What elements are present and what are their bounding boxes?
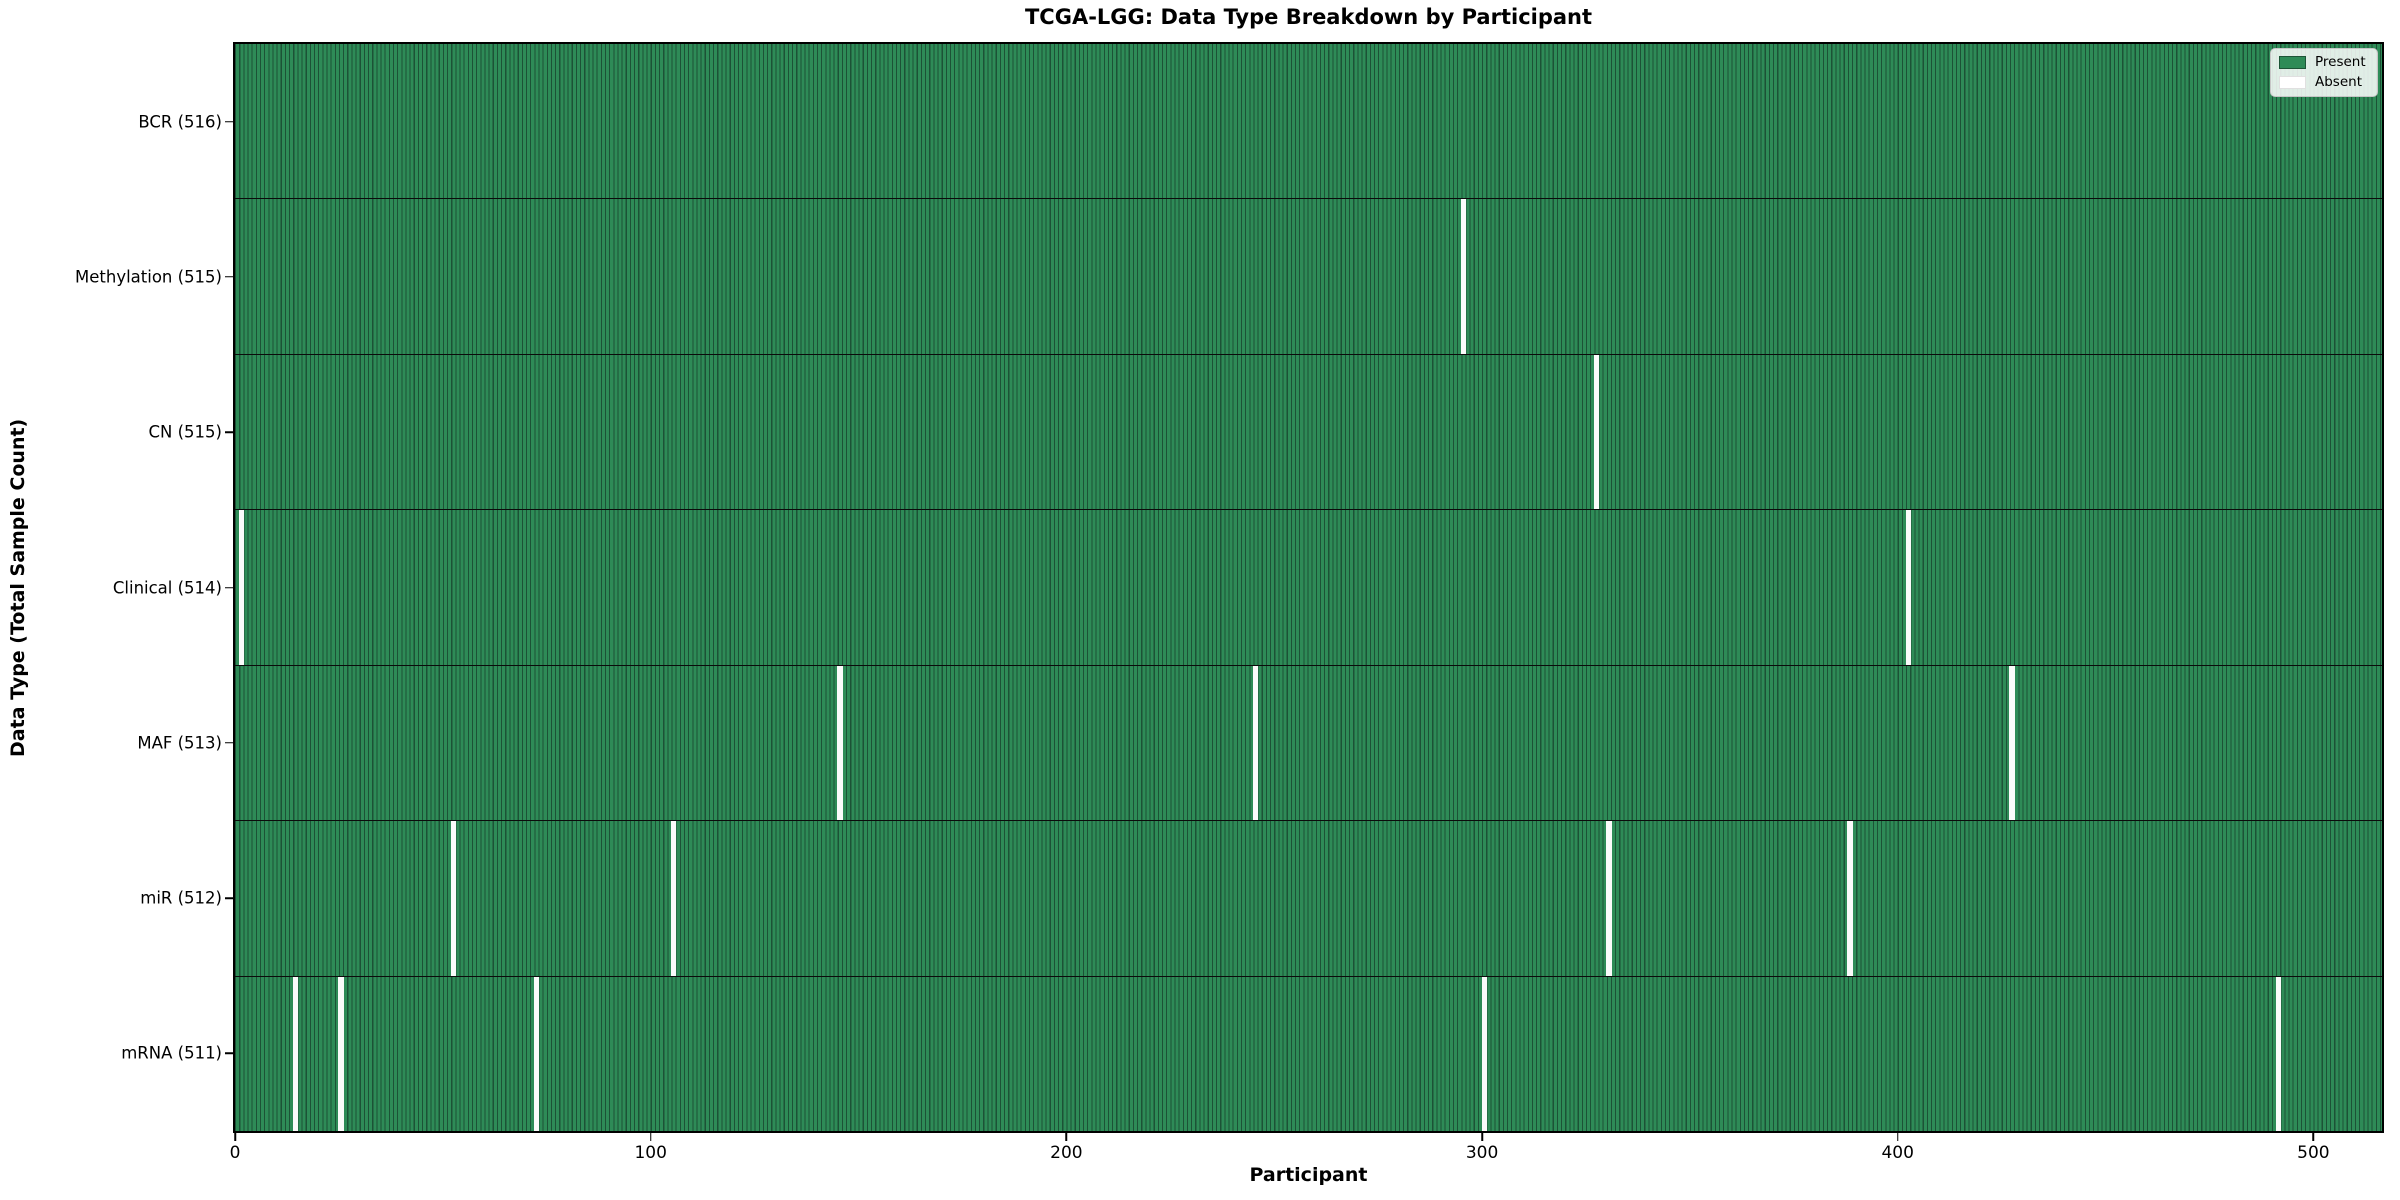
x-tick-label-100: 100 <box>634 1143 667 1163</box>
y-tick-label-BCR: BCR (516) <box>138 112 222 132</box>
x-tick-label-0: 0 <box>229 1143 241 1163</box>
x-tick-mark <box>2312 1133 2315 1141</box>
y-tick-label-mRNA: mRNA (511) <box>121 1043 222 1063</box>
heatmap-row-mRNA <box>235 976 2382 1131</box>
legend-label: Absent <box>2315 74 2362 90</box>
absent-gap-miR-330 <box>1606 821 1612 976</box>
x-tick-label-400: 400 <box>1881 1143 1914 1163</box>
y-tick-mark <box>225 742 233 744</box>
y-tick-mark <box>225 1052 233 1055</box>
absent-gap-mRNA-491 <box>2275 976 2281 1131</box>
absent-gap-mRNA-25 <box>338 976 344 1131</box>
legend-entry-present: Present <box>2279 54 2369 70</box>
x-tick-mark <box>649 1133 652 1141</box>
heatmap-row-MAF <box>235 665 2382 822</box>
heatmap-row-Clinical <box>235 510 2382 666</box>
y-tick-mark <box>225 586 233 589</box>
heatmap-row-CN <box>235 354 2382 511</box>
y-tick-mark <box>225 276 233 278</box>
heatmap-plot-area <box>233 42 2384 1133</box>
heatmap-row-Methylation <box>235 199 2382 355</box>
absent-swatch-icon <box>2279 76 2306 89</box>
x-tick-label-300: 300 <box>1465 1143 1499 1163</box>
heatmap-row-miR <box>235 821 2382 977</box>
chart-title: TCGA-LGG: Data Type Breakdown by Partici… <box>1024 5 1593 29</box>
absent-gap-MAF-427 <box>2009 665 2015 821</box>
absent-gap-mRNA-14 <box>292 976 299 1131</box>
y-tick-label-MAF: MAF (513) <box>137 733 222 753</box>
absent-gap-Methylation-295 <box>1460 199 1467 354</box>
present-swatch-icon <box>2279 56 2306 69</box>
x-tick-mark <box>1481 1133 1483 1141</box>
absent-gap-MAF-245 <box>1252 665 1259 821</box>
x-tick-mark <box>1896 1133 1899 1141</box>
absent-gap-miR-52 <box>450 821 456 976</box>
legend: Present Absent <box>2270 48 2378 97</box>
legend-entry-absent: Absent <box>2279 74 2369 90</box>
x-tick-mark <box>1065 1133 1068 1141</box>
y-tick-mark <box>225 120 233 123</box>
x-tick-label-500: 500 <box>2297 1143 2330 1163</box>
absent-gap-Clinical-402 <box>1905 510 1911 665</box>
absent-gap-mRNA-72 <box>533 976 540 1131</box>
absent-gap-mRNA-300 <box>1481 976 1487 1131</box>
y-tick-mark <box>225 431 233 433</box>
legend-label: Present <box>2315 54 2366 70</box>
x-tick-label-200: 200 <box>1050 1143 1083 1163</box>
absent-gap-MAF-145 <box>837 665 843 821</box>
absent-gap-Clinical-1 <box>238 510 244 665</box>
y-tick-label-miR: miR (512) <box>140 888 222 908</box>
absent-gap-CN-327 <box>1593 354 1600 510</box>
y-tick-label-Methylation: Methylation (515) <box>75 267 222 287</box>
heatmap-row-BCR <box>235 44 2382 200</box>
y-tick-label-Clinical: Clinical (514) <box>112 578 222 597</box>
x-axis-label: Participant <box>1249 1164 1368 1186</box>
absent-gap-miR-388 <box>1847 821 1853 976</box>
y-tick-label-CN: CN (515) <box>148 422 222 442</box>
y-tick-mark <box>225 897 233 899</box>
absent-gap-miR-105 <box>670 821 677 976</box>
x-tick-mark <box>234 1133 236 1141</box>
